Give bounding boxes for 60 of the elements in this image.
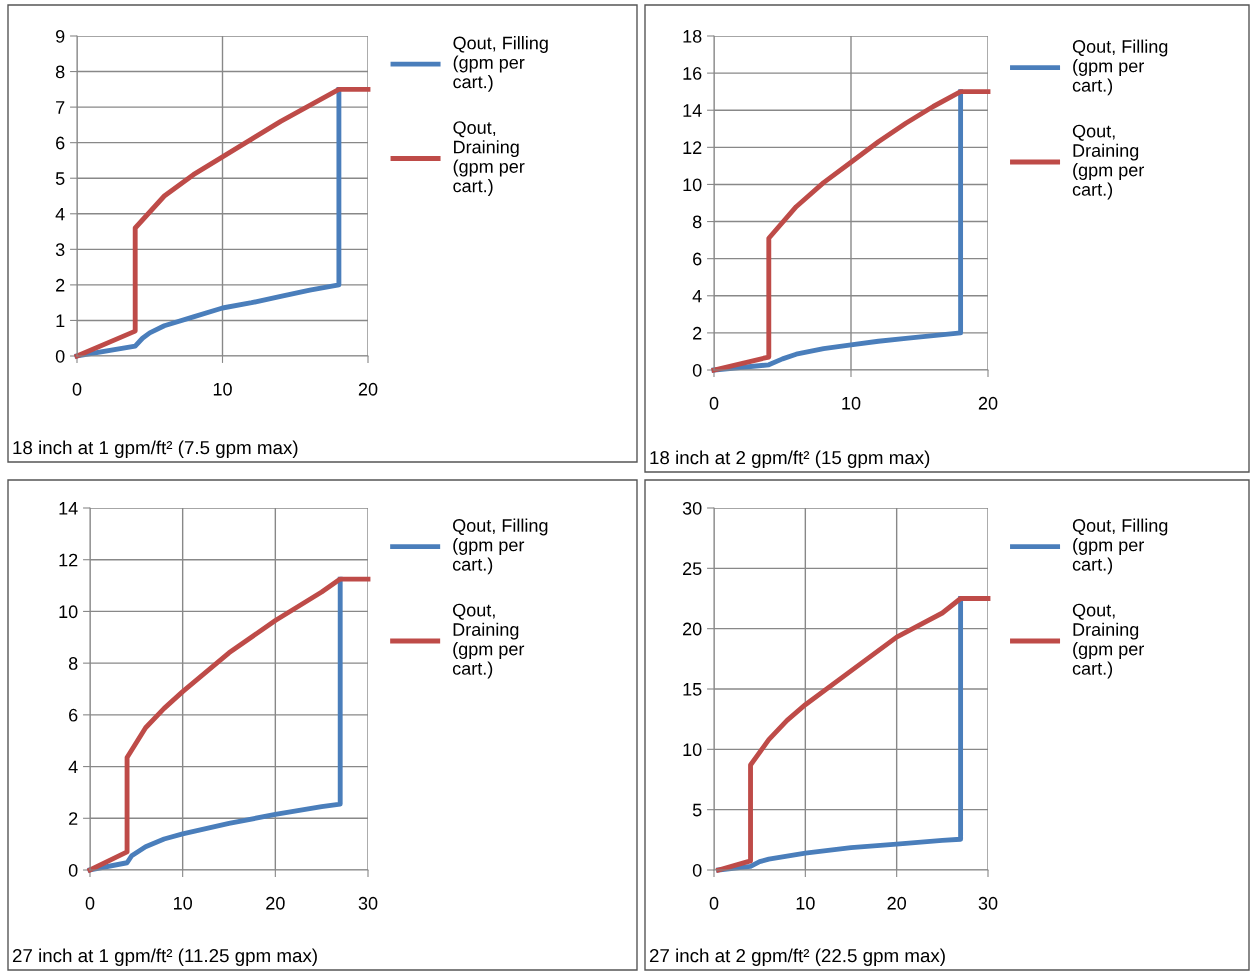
- y-tick-label: 16: [683, 67, 702, 80]
- x-tick-label: 20: [266, 896, 285, 910]
- x-tick-label: 10: [796, 896, 815, 910]
- y-tick-label: 18: [683, 29, 702, 43]
- y-tick-label: 15: [683, 683, 702, 696]
- y-tick-label: 0: [55, 349, 65, 363]
- text: 18 inch at 1 gpm/ft² (7.5 gpm max): [13, 440, 298, 458]
- y-tick-label: 4: [55, 207, 65, 221]
- x-tick-label: 10: [174, 896, 192, 910]
- y-tick-label: 12: [59, 553, 78, 567]
- y-tick-label: 14: [59, 502, 78, 515]
- x-tick-label: 30: [978, 896, 998, 910]
- legend-label: Qout, Draining (gpm per cart.): [1072, 124, 1144, 200]
- y-tick-label: 14: [683, 104, 702, 117]
- text: 27 inch at 1 gpm/ft² (11.25 gpm max): [12, 948, 317, 966]
- y-tick-label: 30: [682, 501, 702, 515]
- legend-label: Qout, Filling (gpm per cart.): [1072, 39, 1168, 96]
- x-tick-label: 30: [358, 896, 378, 910]
- x-tick-label: 10: [213, 382, 232, 396]
- x-tick-label: 20: [358, 382, 378, 396]
- y-tick-label: 7: [56, 101, 65, 114]
- y-tick-label: 10: [683, 178, 702, 192]
- y-tick-label: 2: [56, 278, 65, 292]
- y-tick-label: 0: [692, 863, 702, 877]
- x-tick-label: 0: [709, 396, 719, 410]
- y-tick-label: 25: [683, 562, 702, 576]
- legend-label: Qout, Draining (gpm per cart.): [1072, 603, 1144, 679]
- y-tick-label: 5: [55, 172, 65, 185]
- y-tick-label: 8: [68, 657, 78, 670]
- y-tick-label: 4: [692, 289, 702, 303]
- x-tick-label: 0: [709, 896, 719, 910]
- y-tick-label: 1: [56, 314, 65, 327]
- legend-label: Qout, Filling (gpm per cart.): [453, 36, 548, 92]
- y-tick-label: 8: [692, 215, 702, 229]
- text: 27 inch at 2 gpm/ft² (22.5 gpm max): [649, 948, 945, 966]
- y-tick-label: 10: [683, 743, 702, 757]
- legend-label: Qout, Filling (gpm per cart.): [452, 518, 548, 575]
- y-tick-label: 2: [69, 812, 78, 825]
- x-tick-label: 20: [887, 896, 906, 910]
- y-tick-label: 6: [56, 136, 65, 150]
- y-tick-label: 12: [683, 141, 702, 154]
- y-tick-label: 6: [69, 708, 78, 722]
- y-tick-label: 10: [59, 605, 78, 619]
- y-tick-label: 20: [683, 622, 702, 636]
- legend-label: Qout, Draining (gpm per cart.): [453, 121, 525, 196]
- y-tick-label: 6: [693, 252, 702, 266]
- y-tick-label: 0: [68, 863, 78, 877]
- x-tick-label: 20: [978, 396, 998, 410]
- x-tick-label: 10: [842, 396, 861, 410]
- y-tick-label: 0: [692, 363, 702, 377]
- legend-label: Qout, Draining (gpm per cart.): [452, 603, 525, 679]
- text: 18 inch at 2 gpm/ft² (15 gpm max): [650, 450, 930, 468]
- legend-label: Qout, Filling (gpm per cart.): [1072, 518, 1168, 575]
- y-tick-label: 2: [693, 326, 702, 340]
- y-tick-label: 8: [55, 65, 65, 79]
- y-tick-label: 3: [55, 243, 65, 257]
- y-tick-label: 5: [692, 803, 702, 817]
- y-tick-label: 9: [56, 29, 65, 43]
- y-tick-label: 4: [68, 760, 78, 774]
- x-tick-label: 0: [85, 896, 95, 910]
